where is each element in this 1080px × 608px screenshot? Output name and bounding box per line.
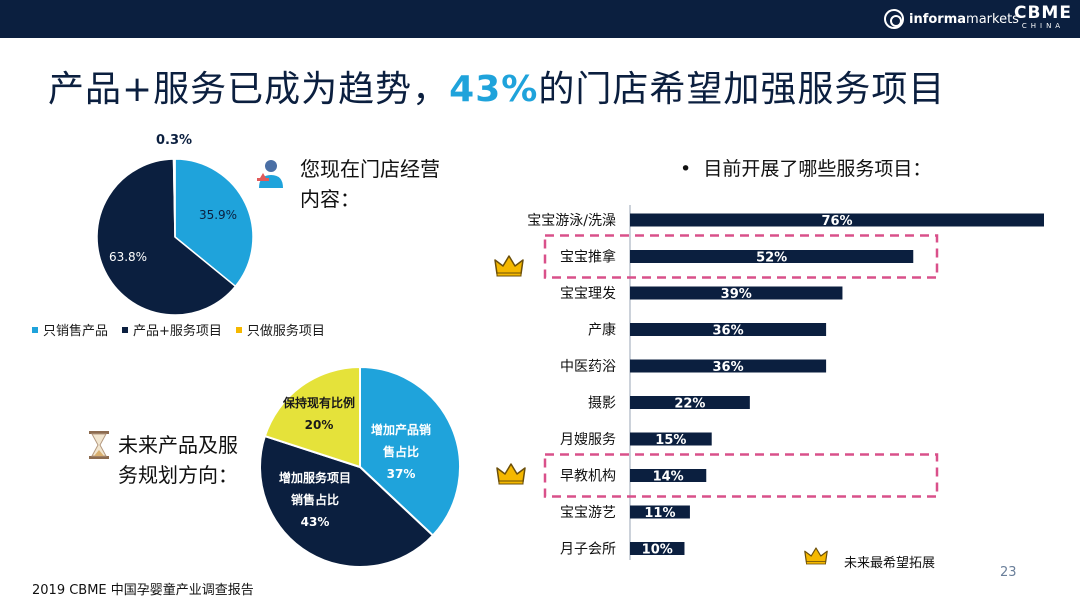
bar-chart-heading: • 目前开展了哪些服务项目：	[680, 154, 931, 181]
bar-value-label: 15%	[655, 433, 686, 448]
legend-label-product-service: 产品+服务项目	[133, 324, 222, 339]
informa-ring-icon	[884, 9, 904, 29]
bar-value-label: 36%	[712, 324, 743, 339]
bar-category-label: 宝宝游泳/洗澡	[527, 213, 616, 229]
pie1-label: 35.9%	[199, 208, 237, 222]
bar	[630, 250, 914, 263]
bar	[630, 432, 712, 446]
pie2-slice	[259, 434, 435, 568]
highlight-box	[543, 234, 939, 279]
bar	[630, 286, 843, 300]
crown-legend-icon	[804, 547, 828, 565]
legend-label-product-only: 只销售产品	[43, 324, 109, 339]
pie1-question: 您现在门店经营 内容：	[300, 154, 440, 214]
pie2-label: 20%	[305, 418, 334, 432]
pie2-label: 43%	[301, 515, 330, 529]
legend-item-service-only: 只做服务项目	[235, 320, 325, 339]
pie1-question-line2: 内容：	[300, 187, 360, 211]
bar-value-label: 14%	[653, 470, 684, 485]
page-title: 产品+服务已成为趋势，43%的门店希望加强服务项目	[48, 60, 945, 112]
pie1-slice	[172, 158, 176, 238]
brand-cbme: CBME	[1014, 3, 1072, 23]
bar-category-label: 早教机构	[560, 469, 616, 485]
crown-icon	[496, 463, 526, 485]
pie1-question-line1: 您现在门店经营	[300, 157, 440, 181]
crown-icon	[494, 255, 524, 277]
bar-category-label: 中医药浴	[560, 359, 616, 375]
bar-value-label: 36%	[712, 360, 743, 375]
bar-category-label: 月子会所	[560, 542, 616, 558]
bar	[630, 213, 1044, 227]
bar	[630, 359, 827, 373]
pie1-small-slice-label: 0.3%	[156, 133, 193, 148]
pie2-question-line2: 务规划方向：	[118, 463, 238, 487]
pie1-slice	[96, 158, 237, 316]
current-business-pie: 35.9% 63.8%	[96, 158, 254, 316]
informa-markets-logo: informa markets	[884, 9, 1019, 29]
pie2-label: 售占比	[383, 444, 419, 459]
legend-swatch-product-service	[122, 326, 129, 333]
bar-category-label: 月嫂服务	[560, 432, 616, 448]
pie2-slice	[263, 365, 361, 469]
pie2-question: 未来产品及服 务规划方向：	[118, 430, 238, 490]
brand-informa-light: markets	[966, 11, 1019, 27]
bar	[630, 469, 707, 482]
legend-swatch-service-only	[235, 326, 242, 333]
bar-category-label: 摄影	[588, 396, 616, 412]
pie2-label: 保持现有比例	[282, 395, 355, 410]
bar-category-label: 宝宝推拿	[560, 249, 616, 266]
pie2-question-line1: 未来产品及服	[118, 433, 238, 457]
bar-value-label: 11%	[644, 506, 675, 521]
legend-label-service-only: 只做服务项目	[246, 324, 325, 339]
bar-category-label: 宝宝游艺	[560, 505, 616, 521]
highlight-box	[543, 453, 939, 498]
hourglass-icon	[89, 431, 109, 459]
pie1-legend: 只销售产品 产品+服务项目 只做服务项目	[32, 320, 325, 339]
legend-item-product-only: 只销售产品	[32, 320, 108, 339]
pie1-slice	[174, 158, 254, 288]
bar	[630, 323, 827, 336]
bar-value-label: 52%	[756, 251, 787, 266]
title-part1: 产品+服务已成为趋势，	[48, 69, 450, 110]
bar-value-label: 76%	[821, 214, 852, 229]
bar-value-label: 10%	[642, 543, 673, 558]
crown-legend-label: 未来最希望拓展	[844, 556, 936, 571]
bar	[630, 542, 685, 555]
pie2-label: 37%	[387, 467, 416, 481]
pie1-label: 63.8%	[109, 250, 147, 264]
bar-heading-bullet: •	[680, 158, 692, 180]
shopkeeper-icon	[257, 160, 283, 188]
page-number: 23	[1000, 565, 1017, 580]
footer-source: 2019 CBME 中国孕婴童产业调查报告	[32, 583, 254, 598]
legend-item-product-service: 产品+服务项目	[122, 320, 222, 339]
bar	[630, 396, 750, 409]
pie2-label: 增加服务项目	[279, 470, 351, 485]
pie2-label: 销售占比	[291, 492, 339, 507]
brand-cbme-sub: CHINA	[1021, 22, 1065, 30]
bar-category-label: 产康	[588, 322, 616, 339]
pie2-slice	[359, 365, 461, 537]
title-highlight: 43%	[449, 69, 539, 110]
pie2-label: 增加产品销	[371, 422, 431, 437]
brand-informa-bold: informa	[909, 11, 967, 27]
bar-value-label: 39%	[721, 287, 752, 302]
cbme-logo: CBME CHINA	[1014, 4, 1072, 31]
bar-category-label: 宝宝理发	[560, 286, 616, 302]
bar	[630, 505, 690, 519]
legend-swatch-product-only	[32, 326, 38, 333]
title-part2: 的门店希望加强服务项目	[538, 69, 946, 110]
bar-heading-text: 目前开展了哪些服务项目：	[703, 158, 932, 180]
bar-value-label: 22%	[674, 397, 705, 412]
